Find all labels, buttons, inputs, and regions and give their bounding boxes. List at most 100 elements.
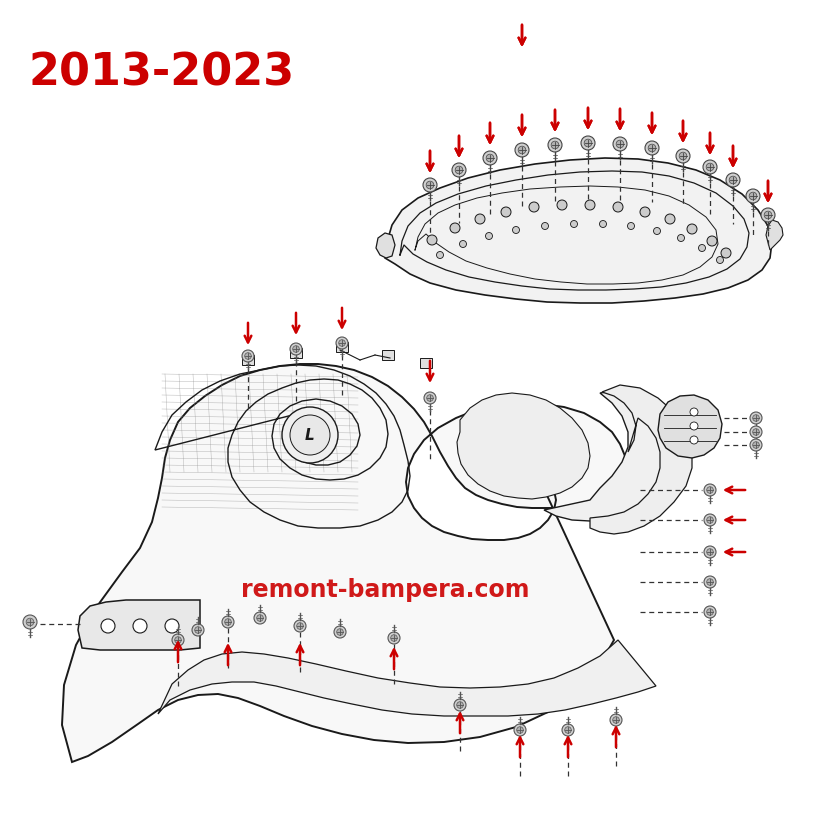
Circle shape xyxy=(581,136,595,150)
Circle shape xyxy=(195,627,202,634)
Circle shape xyxy=(721,248,731,258)
Circle shape xyxy=(706,549,713,555)
Circle shape xyxy=(133,619,147,633)
Circle shape xyxy=(225,619,231,625)
Circle shape xyxy=(483,151,497,165)
Circle shape xyxy=(562,724,574,736)
Circle shape xyxy=(551,141,559,148)
Circle shape xyxy=(764,211,772,219)
Circle shape xyxy=(687,224,697,234)
Circle shape xyxy=(542,223,549,229)
Circle shape xyxy=(334,626,346,638)
Circle shape xyxy=(294,620,306,632)
Circle shape xyxy=(729,177,737,184)
Circle shape xyxy=(645,141,659,155)
Polygon shape xyxy=(78,600,200,650)
Circle shape xyxy=(172,634,184,646)
Circle shape xyxy=(290,415,330,455)
Circle shape xyxy=(690,422,698,430)
Bar xyxy=(336,342,348,352)
Circle shape xyxy=(584,139,592,147)
Circle shape xyxy=(707,236,717,246)
Circle shape xyxy=(242,350,254,362)
Polygon shape xyxy=(658,395,722,458)
Bar xyxy=(382,350,394,360)
Circle shape xyxy=(222,616,234,628)
Circle shape xyxy=(557,200,567,210)
Circle shape xyxy=(648,144,656,152)
Circle shape xyxy=(452,163,466,177)
Circle shape xyxy=(627,223,634,229)
Circle shape xyxy=(501,207,511,217)
Circle shape xyxy=(706,578,713,585)
Circle shape xyxy=(515,143,529,157)
Circle shape xyxy=(699,244,706,252)
Circle shape xyxy=(612,717,619,724)
Circle shape xyxy=(665,214,675,224)
Circle shape xyxy=(175,637,181,644)
Circle shape xyxy=(423,178,437,192)
Circle shape xyxy=(475,214,485,224)
Bar xyxy=(242,355,254,365)
Circle shape xyxy=(613,137,627,151)
Circle shape xyxy=(610,714,622,726)
Circle shape xyxy=(244,353,251,360)
Circle shape xyxy=(426,182,433,189)
Circle shape xyxy=(254,612,266,624)
Circle shape xyxy=(676,149,690,163)
Circle shape xyxy=(529,202,539,212)
Text: 2013-2023: 2013-2023 xyxy=(28,52,294,95)
Circle shape xyxy=(564,727,571,733)
Circle shape xyxy=(454,699,466,711)
Circle shape xyxy=(457,702,464,709)
Circle shape xyxy=(101,619,115,633)
Circle shape xyxy=(749,192,757,200)
Bar xyxy=(290,348,302,358)
Circle shape xyxy=(613,202,623,212)
Circle shape xyxy=(761,208,775,222)
Circle shape xyxy=(337,629,344,635)
Circle shape xyxy=(192,624,204,636)
Circle shape xyxy=(292,346,299,352)
Polygon shape xyxy=(544,390,682,521)
Circle shape xyxy=(678,234,685,242)
Circle shape xyxy=(514,724,526,736)
Circle shape xyxy=(600,220,606,228)
Circle shape xyxy=(753,441,759,448)
Circle shape xyxy=(427,394,433,401)
Polygon shape xyxy=(385,158,772,303)
Polygon shape xyxy=(158,640,656,716)
Circle shape xyxy=(726,173,740,187)
Circle shape xyxy=(257,615,263,621)
Circle shape xyxy=(753,429,759,436)
Circle shape xyxy=(654,228,660,234)
Circle shape xyxy=(753,415,759,422)
Circle shape xyxy=(459,241,466,247)
Circle shape xyxy=(640,207,650,217)
Circle shape xyxy=(290,343,302,355)
Circle shape xyxy=(704,514,716,526)
Circle shape xyxy=(585,200,595,210)
Circle shape xyxy=(617,140,624,148)
Text: remont-bampera.com: remont-bampera.com xyxy=(241,578,529,602)
Text: L: L xyxy=(305,427,315,442)
Circle shape xyxy=(437,252,444,258)
Circle shape xyxy=(23,615,37,629)
Polygon shape xyxy=(590,385,692,534)
Circle shape xyxy=(450,223,460,233)
Circle shape xyxy=(704,546,716,558)
Circle shape xyxy=(339,340,345,346)
Polygon shape xyxy=(457,393,590,499)
Circle shape xyxy=(746,189,760,203)
Bar xyxy=(420,358,432,368)
Circle shape xyxy=(690,408,698,416)
Circle shape xyxy=(680,152,687,160)
Circle shape xyxy=(424,392,436,404)
Circle shape xyxy=(750,439,762,451)
Circle shape xyxy=(704,606,716,618)
Circle shape xyxy=(706,516,713,523)
Polygon shape xyxy=(62,364,626,762)
Circle shape xyxy=(518,146,526,153)
Circle shape xyxy=(517,727,523,733)
Circle shape xyxy=(165,619,179,633)
